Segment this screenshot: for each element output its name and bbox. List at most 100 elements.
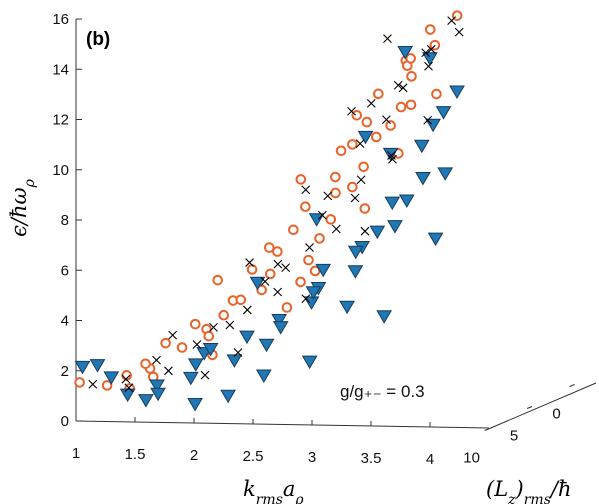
triangle-marker (74, 360, 91, 375)
triangle-marker (272, 321, 289, 335)
y-tick-label: 12 (52, 112, 69, 129)
z-tick-mark (569, 384, 575, 387)
data-points (74, 10, 465, 412)
cross-marker (388, 154, 397, 164)
triangle-marker (398, 194, 415, 208)
parameter-annotation: g/g₊₋ = 0.3 (340, 382, 425, 401)
cross-marker (124, 383, 134, 393)
cross-marker (426, 44, 436, 54)
cross-marker (121, 374, 131, 384)
circle-marker (303, 254, 314, 266)
y-tick-label: 8 (61, 212, 69, 229)
z-tick-label: 10 (463, 450, 480, 467)
cross-marker (421, 48, 431, 58)
cross-marker (192, 340, 202, 349)
cross-marker (355, 139, 365, 149)
triangle-marker (149, 379, 165, 394)
circle-marker (405, 99, 417, 111)
cross-marker (323, 191, 333, 201)
circle-marker (385, 120, 396, 131)
circle-marker (189, 318, 201, 330)
cross-marker (164, 366, 173, 376)
cross-marker (233, 348, 243, 357)
circle-marker (347, 181, 358, 193)
triangle-marker (413, 139, 430, 154)
y-tick-label: 10 (52, 162, 69, 179)
z-axis-label: (Lz)rms/ħ (486, 477, 572, 504)
triangle-marker (138, 394, 154, 408)
triangle-marker (258, 338, 275, 353)
z-tick-mark (484, 428, 490, 431)
cross-marker (382, 115, 391, 125)
x-tick-label: 1 (72, 445, 80, 462)
circle-marker (370, 131, 382, 143)
triangle-marker (255, 369, 272, 384)
triangle-marker (422, 52, 438, 66)
triangle-marker (271, 314, 288, 328)
circle-marker (314, 233, 325, 244)
cross-marker (301, 294, 311, 304)
x-tick-label: 4 (426, 451, 434, 468)
cross-marker (225, 320, 235, 330)
circle-marker (395, 101, 407, 113)
triangle-marker (187, 398, 203, 412)
circle-marker (359, 203, 371, 214)
z-axis-line (489, 382, 597, 429)
circle-marker (140, 358, 151, 370)
triangle-marker (384, 196, 401, 211)
z-tick-label: 0 (552, 406, 560, 423)
circle-marker (351, 109, 363, 121)
triangle-marker (150, 387, 166, 402)
triangle-marker (397, 45, 414, 60)
triangle-marker (415, 172, 431, 186)
x-tick-label: 2.5 (243, 448, 264, 465)
circle-marker (309, 265, 321, 277)
circle-marker (263, 242, 275, 253)
x-tick-label: 3.5 (361, 450, 382, 467)
y-axis-label: ϵ/ħωρ (7, 178, 38, 237)
circle-marker (281, 302, 293, 313)
triangle-marker (369, 225, 386, 240)
panel-label: (b) (86, 29, 110, 50)
x-tick-label: 3 (308, 449, 316, 466)
triangle-marker (182, 371, 199, 386)
circle-marker (288, 224, 299, 236)
circle-marker (295, 174, 307, 185)
triangle-marker (339, 300, 355, 315)
cross-marker (383, 34, 392, 44)
triangle-marker (202, 343, 219, 357)
circle-marker (373, 88, 384, 100)
z-tick-mark (526, 406, 533, 409)
circle-marker (325, 214, 337, 225)
x-axis-line (75, 420, 490, 429)
triangle-marker (376, 310, 393, 324)
triangle-marker (249, 276, 266, 291)
cross-marker (447, 16, 457, 25)
cross-marker (347, 106, 356, 116)
circle-marker (264, 268, 276, 280)
x-tick-label: 1.5 (125, 446, 146, 463)
triangle-marker (357, 130, 374, 145)
triangle-marker (103, 371, 120, 385)
circle-marker (361, 116, 373, 128)
z-tick-label: 5 (510, 428, 518, 445)
triangle-marker (449, 85, 465, 99)
cross-marker (281, 263, 291, 273)
circle-marker (101, 380, 113, 391)
cross-marker (350, 193, 360, 203)
cross-marker (366, 98, 376, 108)
cross-marker (423, 115, 433, 125)
triangle-marker (347, 265, 364, 279)
cross-marker (360, 226, 370, 236)
circle-marker (300, 201, 311, 212)
y-tick-label: 0 (61, 413, 69, 430)
triangle-marker (301, 355, 318, 370)
cross-marker (245, 258, 254, 267)
circle-marker (176, 342, 188, 353)
triangle-marker (315, 263, 332, 278)
triangle-marker (435, 106, 452, 120)
circle-marker (272, 246, 283, 257)
cross-marker (152, 355, 161, 365)
triangle-marker (437, 167, 454, 181)
